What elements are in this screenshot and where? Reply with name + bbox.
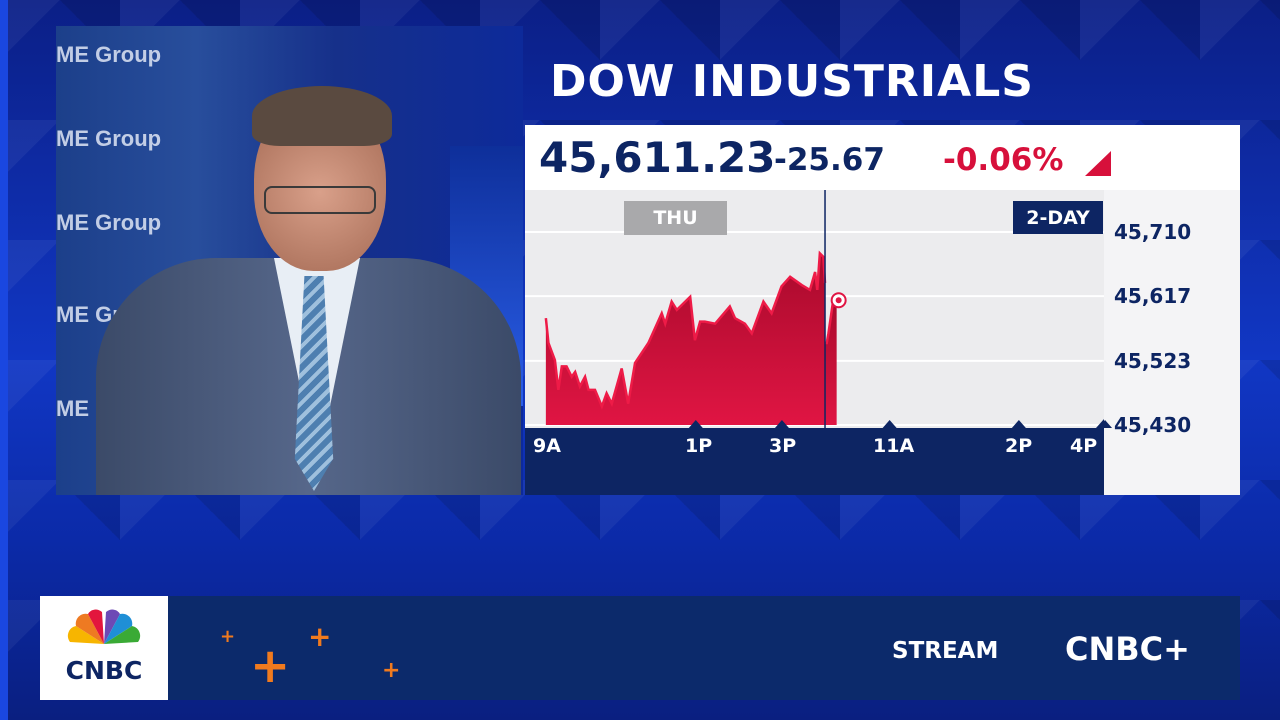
last-price: 45,611.23	[539, 133, 776, 182]
area-thu	[545, 253, 826, 425]
net-change: -25.67	[774, 142, 885, 178]
cnbc-plus-brand: CNBC+	[1065, 630, 1190, 668]
chart-plot	[525, 190, 1240, 495]
x-tick-marker	[1011, 420, 1026, 428]
logo-text: CNBC	[65, 656, 143, 685]
plus-icon: +	[220, 626, 236, 647]
wall-text: ME Group	[56, 126, 162, 151]
time-axis-band	[525, 428, 1104, 495]
x-tick-label: 9A	[533, 435, 561, 457]
x-tick-marker	[882, 420, 897, 428]
plus-icon: +	[382, 658, 401, 683]
x-tick-marker	[688, 420, 703, 428]
x-tick-label: 1P	[685, 435, 713, 457]
video-feed: ME Group ME Group ME Group ME Group ME G…	[56, 26, 523, 495]
x-tick-label: 4P	[1070, 435, 1098, 457]
percent-change: -0.06%	[943, 142, 1064, 178]
graphic-title: DOW INDUSTRIALS	[550, 56, 1034, 107]
cnbc-logo: CNBC	[40, 596, 168, 700]
axis-background	[1104, 190, 1240, 495]
plus-icon: +	[250, 638, 291, 694]
y-tick-label: 45,617	[1114, 284, 1192, 308]
frame-edge	[0, 0, 8, 720]
anchor-hair	[252, 86, 392, 146]
current-point-dot	[835, 297, 842, 304]
x-tick-label: 11A	[873, 435, 915, 457]
down-triangle-icon	[1085, 151, 1111, 176]
line-thu	[544, 250, 827, 410]
x-tick-marker	[774, 420, 789, 428]
anchor-glasses	[264, 186, 376, 214]
stream-label: STREAM	[892, 638, 999, 664]
range-label: 2-DAY	[1013, 201, 1103, 234]
y-tick-label: 45,430	[1114, 413, 1192, 437]
x-tick-marker	[1096, 419, 1104, 428]
y-tick-label: 45,710	[1114, 220, 1192, 244]
x-tick-marker	[525, 428, 533, 435]
quote-header: 45,611.23 -25.67 -0.06%	[525, 125, 1240, 190]
x-tick-label: 2P	[1005, 435, 1033, 457]
x-tick-label: 3P	[769, 435, 797, 457]
plus-icon: +	[308, 620, 332, 653]
lower-ticker-bar: CNBC + + + + STREAM CNBC+	[40, 596, 1240, 700]
area-fri	[825, 300, 837, 425]
wall-text: ME Group	[56, 210, 162, 235]
peacock-icon	[67, 609, 141, 644]
day-label: THU	[624, 201, 727, 235]
wall-text: ME Group	[56, 42, 162, 67]
quote-panel: 45,611.23 -25.67 -0.06% THU 2-DAY 45,710…	[525, 125, 1240, 495]
y-tick-label: 45,523	[1114, 349, 1192, 373]
